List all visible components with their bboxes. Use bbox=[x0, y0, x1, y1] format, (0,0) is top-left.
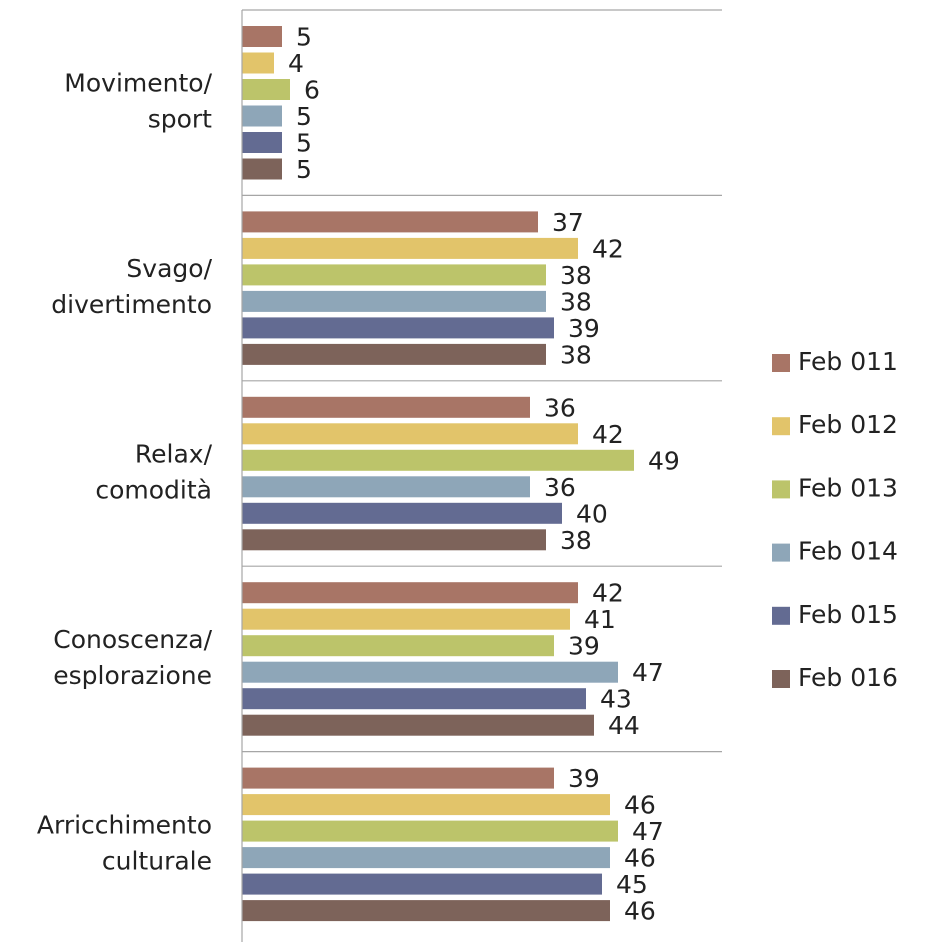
bar bbox=[242, 529, 546, 551]
legend-swatch bbox=[772, 480, 790, 499]
legend-swatch bbox=[772, 670, 790, 688]
bar bbox=[242, 423, 578, 445]
bar bbox=[242, 237, 578, 259]
bar bbox=[242, 343, 546, 365]
bar bbox=[242, 132, 282, 153]
bar bbox=[242, 820, 618, 842]
category-label-line: culturale bbox=[102, 846, 212, 875]
bar bbox=[242, 317, 554, 339]
category-label: Arricchimento culturale bbox=[37, 810, 212, 875]
bar bbox=[242, 449, 634, 471]
bar bbox=[242, 847, 610, 869]
bar bbox=[242, 290, 546, 312]
bar bbox=[242, 714, 594, 736]
bar bbox=[242, 635, 554, 657]
legend-label: Feb 011 bbox=[798, 347, 898, 376]
value-label: 5 bbox=[296, 23, 312, 52]
bar bbox=[242, 582, 578, 604]
category-label-line: esplorazione bbox=[53, 661, 212, 690]
category-label-line: Conoscenza/ bbox=[53, 625, 212, 654]
value-label: 47 bbox=[632, 658, 664, 687]
bar bbox=[242, 79, 290, 100]
legend-swatch bbox=[772, 354, 790, 372]
value-label: 49 bbox=[648, 446, 680, 475]
value-label: 42 bbox=[592, 420, 624, 449]
value-label: 36 bbox=[544, 393, 576, 422]
value-label: 45 bbox=[616, 870, 648, 899]
bar bbox=[242, 396, 530, 418]
value-label: 39 bbox=[568, 764, 600, 793]
value-label: 46 bbox=[624, 791, 656, 820]
value-label: 43 bbox=[600, 685, 632, 714]
bar bbox=[242, 158, 282, 180]
value-label: 41 bbox=[584, 605, 616, 634]
value-label: 44 bbox=[608, 711, 640, 740]
category-label-line: sport bbox=[148, 105, 212, 134]
category-label: Movimento/sport bbox=[64, 69, 212, 134]
value-label: 5 bbox=[296, 155, 312, 184]
value-label: 46 bbox=[624, 897, 656, 926]
value-label: 6 bbox=[304, 76, 320, 105]
bar bbox=[242, 52, 274, 74]
bar bbox=[242, 211, 538, 233]
category-label-line: Svago/ bbox=[126, 254, 212, 283]
value-label: 4 bbox=[288, 49, 304, 78]
legend-swatch bbox=[772, 606, 790, 625]
legend-label: Feb 015 bbox=[798, 600, 898, 629]
value-label: 42 bbox=[592, 579, 624, 608]
category-label: Svago/divertimento bbox=[51, 254, 212, 319]
category-label: Relax/comodità bbox=[95, 440, 212, 505]
value-label: 38 bbox=[560, 340, 592, 369]
category-label-line: divertimento bbox=[51, 290, 212, 319]
legend-swatch bbox=[772, 417, 790, 436]
value-label: 38 bbox=[560, 261, 592, 290]
value-label: 38 bbox=[560, 526, 592, 555]
category-label-line: comodità bbox=[95, 476, 212, 505]
legend-label: Feb 013 bbox=[798, 473, 898, 502]
bar bbox=[242, 873, 602, 895]
category-label: Conoscenza/esplorazione bbox=[53, 625, 212, 690]
category-label-line: Movimento/ bbox=[64, 69, 212, 98]
bar bbox=[242, 767, 554, 789]
value-label: 37 bbox=[552, 208, 584, 237]
category-label-line: Relax/ bbox=[135, 440, 213, 469]
bar bbox=[242, 502, 562, 524]
bar bbox=[242, 264, 546, 286]
legend-label: Feb 012 bbox=[798, 410, 898, 439]
value-label: 36 bbox=[544, 473, 576, 502]
bar bbox=[242, 105, 282, 127]
bar bbox=[242, 476, 530, 498]
value-label: 40 bbox=[576, 499, 608, 528]
value-label: 47 bbox=[632, 817, 664, 846]
legend-swatch bbox=[772, 543, 790, 562]
category-label-line: Arricchimento bbox=[37, 810, 212, 839]
bar bbox=[242, 26, 282, 47]
value-label: 46 bbox=[624, 844, 656, 873]
value-label: 38 bbox=[560, 287, 592, 316]
bar bbox=[242, 661, 618, 683]
value-label: 5 bbox=[296, 102, 312, 131]
bar bbox=[242, 688, 586, 710]
legend-label: Feb 016 bbox=[798, 663, 898, 692]
value-label: 42 bbox=[592, 234, 624, 263]
bar bbox=[242, 608, 570, 630]
bar bbox=[242, 900, 610, 922]
value-label: 5 bbox=[296, 129, 312, 158]
bar bbox=[242, 794, 610, 816]
value-label: 39 bbox=[568, 314, 600, 343]
value-label: 39 bbox=[568, 632, 600, 661]
legend-label: Feb 014 bbox=[798, 537, 898, 566]
